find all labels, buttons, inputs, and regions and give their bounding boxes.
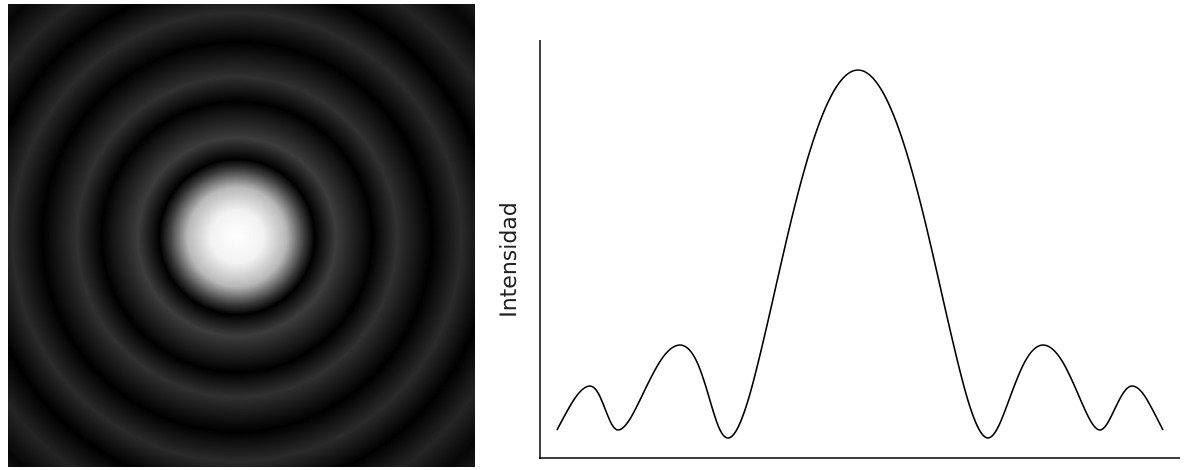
airy-pattern-image xyxy=(8,4,475,467)
y-axis-label: Intensidad xyxy=(497,202,522,318)
figure: Intensidad xyxy=(0,0,1193,470)
intensity-profile xyxy=(557,70,1163,438)
page: Intensidad (() => { const data = JSON.pa… xyxy=(0,0,1193,470)
